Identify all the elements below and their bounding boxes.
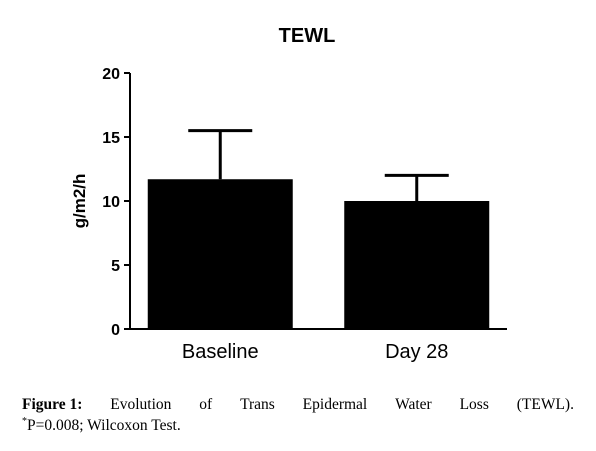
caption-label: Figure 1: [22, 396, 83, 413]
y-tick-label: 15 [102, 130, 120, 147]
caption-word: of [199, 396, 213, 413]
bar [147, 179, 293, 329]
bar-chart: TEWL g/m2/h 0 5 10 15 20 Baseline Day 28 [70, 25, 507, 363]
y-axis: 0 5 10 15 20 [102, 66, 131, 339]
caption-word: (TEWL). [516, 396, 574, 413]
y-tick-label: 10 [102, 194, 120, 211]
significance-asterisk: * [22, 415, 27, 427]
category-label: Day 28 [385, 341, 448, 363]
y-tick-label: 5 [111, 258, 120, 275]
caption-word: Evolution [110, 396, 172, 413]
y-tick-label: 0 [111, 322, 120, 339]
caption-stats: P=0.008; Wilcoxon Test. [27, 417, 181, 434]
bars: Baseline Day 28 [147, 129, 490, 363]
caption-word: Loss [459, 396, 489, 413]
chart-title: TEWL [279, 25, 336, 47]
figure-caption: Figure 1: Evolution of Trans Epidermal W… [22, 394, 574, 436]
caption-word: Trans [240, 396, 275, 413]
bar [344, 201, 490, 329]
caption-word: Water [395, 396, 432, 413]
category-label: Baseline [182, 341, 259, 363]
caption-word: Epidermal [302, 396, 368, 413]
y-tick-label: 20 [102, 66, 120, 83]
caption-line-2: *P=0.008; Wilcoxon Test. [22, 415, 574, 436]
y-axis-label: g/m2/h [70, 174, 89, 229]
caption-line-1: Figure 1: Evolution of Trans Epidermal W… [22, 394, 574, 415]
